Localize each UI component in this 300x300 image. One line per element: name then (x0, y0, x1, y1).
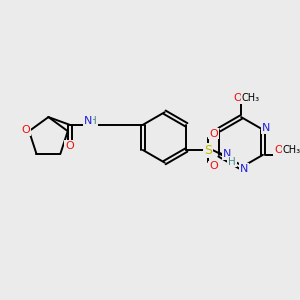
Text: O: O (233, 93, 242, 103)
Text: CH₃: CH₃ (242, 93, 260, 103)
Text: N: N (262, 123, 270, 133)
Text: N: N (84, 116, 92, 126)
Text: H: H (89, 116, 97, 126)
Text: O: O (22, 125, 31, 135)
Text: H: H (228, 157, 236, 166)
Text: O: O (209, 161, 218, 172)
Text: N: N (223, 149, 231, 159)
Text: O: O (209, 128, 218, 139)
Text: O: O (65, 141, 74, 151)
Text: S: S (204, 143, 212, 157)
Text: O: O (274, 145, 283, 155)
Text: CH₃: CH₃ (283, 145, 300, 155)
Text: N: N (240, 164, 248, 174)
